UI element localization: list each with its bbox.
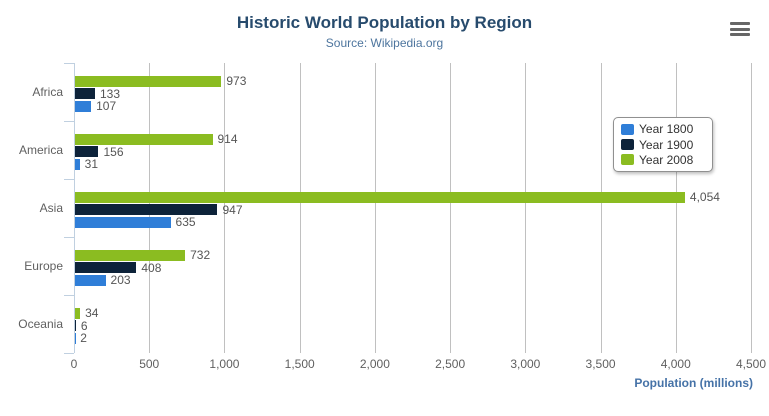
x-tick-label-1500: 1,500 xyxy=(284,357,315,371)
x-tick-label-2500: 2,500 xyxy=(435,357,466,371)
chart-title: Historic World Population by Region xyxy=(236,13,533,32)
category-label-oceania: Oceania xyxy=(18,317,63,331)
legend-item-year-1800[interactable]: Year 1800 xyxy=(621,122,705,136)
legend-swatch-icon xyxy=(621,123,634,135)
legend-label: Year 1900 xyxy=(639,137,694,152)
category-label-america: America xyxy=(18,143,63,157)
category-tick xyxy=(64,353,74,354)
hamburger-menu-icon xyxy=(730,22,750,25)
legend-item-year-2008[interactable]: Year 2008 xyxy=(621,153,705,167)
x-tick-label-500: 500 xyxy=(139,357,160,371)
category-axis-line xyxy=(74,63,75,353)
data-label-africa-year-2008: 973 xyxy=(226,74,247,88)
data-label-oceania-year-2008: 34 xyxy=(85,306,99,320)
x-tick-label-3500: 3,500 xyxy=(585,357,616,371)
category-tick xyxy=(64,179,74,180)
gridline xyxy=(751,63,752,353)
x-tick-label-1000: 1,000 xyxy=(209,357,240,371)
legend: Year 1800 Year 1900 Year 2008 xyxy=(613,117,713,172)
category-label-europe: Europe xyxy=(24,259,63,273)
gridline xyxy=(525,63,527,353)
data-label-europe-year-1800: 203 xyxy=(110,273,131,287)
data-label-asia-year-1900: 947 xyxy=(222,202,243,217)
category-axis-labels: Africa America Asia Europe Oceania xyxy=(0,63,63,353)
bar-america-year-2008[interactable] xyxy=(75,133,213,145)
gridline xyxy=(374,63,376,353)
x-tick-label-4500: 4,500 xyxy=(735,357,767,371)
bar-asia-year-2008[interactable] xyxy=(75,191,685,203)
x-tick-label-2000: 2,000 xyxy=(359,357,390,371)
category-label-africa: Africa xyxy=(32,85,63,99)
category-tick xyxy=(64,237,74,238)
hamburger-menu-icon xyxy=(730,27,750,31)
legend-item-year-1900[interactable]: Year 1900 xyxy=(621,138,705,152)
gridline xyxy=(675,63,677,353)
chart-subtitle: Source: Wikipedia.org xyxy=(325,36,444,50)
data-label-asia-year-2008: 4,054 xyxy=(689,190,720,204)
data-label-asia-year-1800: 635 xyxy=(175,215,196,229)
category-tick xyxy=(64,121,74,122)
bar-africa-year-1900[interactable] xyxy=(75,88,95,99)
data-label-oceania-year-1800: 2 xyxy=(80,331,87,345)
data-label-africa-year-1800: 107 xyxy=(96,99,117,113)
category-label-asia: Asia xyxy=(39,201,63,215)
bar-oceania-year-1900[interactable] xyxy=(75,320,76,331)
data-label-africa-year-1900: 133 xyxy=(100,86,121,101)
legend-swatch-icon xyxy=(621,139,634,150)
x-tick-label-0: 0 xyxy=(70,357,78,371)
legend-swatch-icon xyxy=(621,154,634,166)
gridline xyxy=(600,63,602,353)
x-axis-title: Population (millions) xyxy=(634,376,753,390)
x-tick-label-3000: 3,000 xyxy=(510,357,541,371)
category-tick xyxy=(64,295,74,296)
plot-area: 973 133 107 914 156 31 4,054 947 635 732 408 203 34 6… xyxy=(64,63,752,354)
legend-label: Year 2008 xyxy=(639,152,694,167)
hamburger-menu-icon xyxy=(730,33,750,36)
bar-europe-year-1900[interactable] xyxy=(75,262,137,273)
data-label-oceania-year-1900: 6 xyxy=(80,318,88,333)
gridline xyxy=(450,63,452,353)
category-tick xyxy=(64,63,74,64)
bar-america-year-1800[interactable] xyxy=(75,158,80,170)
bar-europe-year-2008[interactable] xyxy=(75,249,186,261)
data-label-america-year-1900: 156 xyxy=(103,144,124,159)
export-menu-button[interactable] xyxy=(727,20,753,38)
legend-label: Year 1800 xyxy=(639,122,694,137)
bar-america-year-1900[interactable] xyxy=(75,146,99,157)
bar-africa-year-2008[interactable] xyxy=(75,75,222,87)
data-label-america-year-2008: 914 xyxy=(217,132,238,146)
bar-europe-year-1800[interactable] xyxy=(75,274,106,286)
x-tick-label-4000: 4,000 xyxy=(660,357,691,371)
bar-oceania-year-2008[interactable] xyxy=(75,307,81,319)
data-label-europe-year-2008: 732 xyxy=(190,248,211,262)
bar-africa-year-1800[interactable] xyxy=(75,100,92,112)
gridline xyxy=(224,63,226,353)
data-label-europe-year-1900: 408 xyxy=(141,260,162,275)
bar-asia-year-1900[interactable] xyxy=(75,204,218,215)
data-label-america-year-1800: 31 xyxy=(84,157,99,171)
gridline xyxy=(299,63,301,353)
bar-asia-year-1800[interactable] xyxy=(75,216,171,228)
